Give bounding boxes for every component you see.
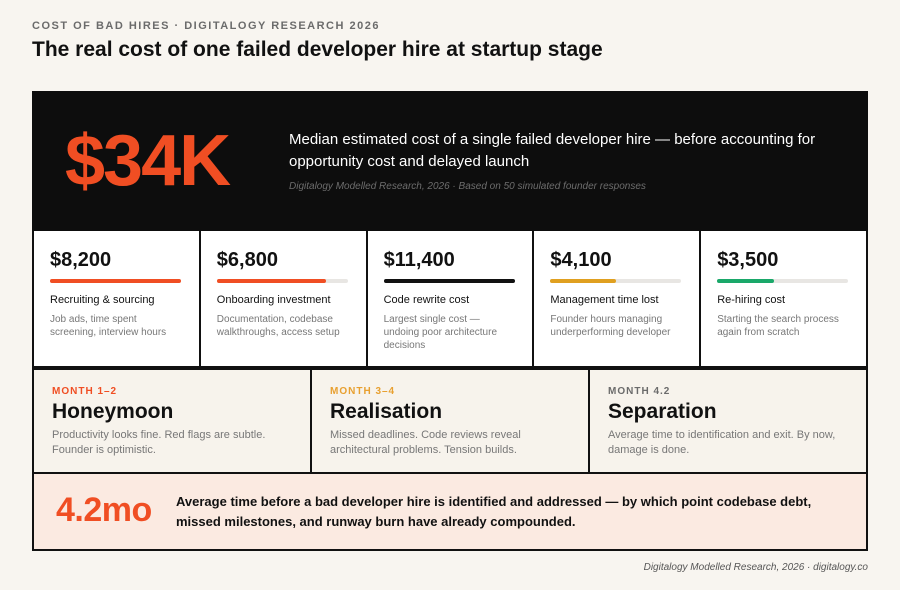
cost-label: Recruiting & sourcing — [50, 294, 155, 306]
cost-bar-fill — [717, 279, 774, 283]
phase-name: Realisation — [330, 400, 443, 423]
cost-description: Starting the search process again from s… — [717, 314, 839, 338]
phase-month: MONTH 3–4 — [330, 386, 396, 397]
timeline-phases: MONTH 1–2 Honeymoon Productivity looks f… — [32, 368, 868, 474]
cost-card-management: $4,100 Management time lost Founder hour… — [534, 231, 702, 366]
callout-text: Average time before a bad developer hire… — [176, 494, 812, 529]
cost-value: $8,200 — [50, 249, 112, 271]
cost-bar-track — [50, 279, 181, 283]
cost-label: Management time lost — [550, 294, 659, 306]
cost-bar-fill — [50, 279, 181, 283]
cost-description: Documentation, codebase walkthroughs, ac… — [216, 314, 340, 338]
phase-description: Average time to identification and exit.… — [608, 429, 836, 456]
cost-description: Founder hours managing underperforming d… — [550, 314, 671, 338]
page-title: The real cost of one failed developer hi… — [32, 38, 603, 61]
cost-card-onboarding: $6,800 Onboarding investment Documentati… — [201, 231, 368, 366]
cost-description: Job ads, time spent screening, interview… — [50, 314, 167, 338]
cost-value: $6,800 — [216, 249, 278, 271]
callout-value: 4.2mo — [56, 491, 152, 529]
cost-bar-fill — [216, 279, 326, 283]
cost-breakdown-row: $8,200 Recruiting & sourcing Job ads, ti… — [32, 231, 868, 368]
hero-description: Median estimated cost of a single failed… — [289, 131, 816, 170]
cost-bar-track — [717, 279, 849, 283]
cost-value: $3,500 — [717, 249, 779, 271]
cost-bar-fill — [550, 279, 616, 283]
cost-label: Onboarding investment — [216, 294, 331, 306]
phase-name: Separation — [608, 400, 717, 423]
phase-separation: MONTH 4.2 Separation Average time to ide… — [590, 370, 866, 472]
cost-bar-track — [550, 279, 682, 283]
phase-description: Productivity looks fine. Red flags are s… — [52, 429, 266, 456]
cost-bar-track — [383, 279, 515, 283]
phase-month: MONTH 4.2 — [608, 386, 671, 397]
cost-value: $4,100 — [550, 249, 612, 271]
phase-month: MONTH 1–2 — [52, 386, 118, 397]
cost-description: Largest single cost — undoing poor archi… — [383, 314, 498, 351]
cost-card-rehiring: $3,500 Re-hiring cost Starting the searc… — [701, 231, 866, 366]
eyebrow-label: COST OF BAD HIRES · DIGITALOGY RESEARCH … — [32, 20, 380, 32]
phase-honeymoon: MONTH 1–2 Honeymoon Productivity looks f… — [34, 370, 312, 472]
cost-card-rewrite: $11,400 Code rewrite cost Largest single… — [368, 231, 535, 366]
cost-label: Re-hiring cost — [717, 294, 786, 306]
hero-source-note: Digitalogy Modelled Research, 2026 · Bas… — [289, 181, 646, 192]
cost-bar-track — [216, 279, 348, 283]
cost-value: $11,400 — [383, 249, 455, 271]
hero-panel: $34K Median estimated cost of a single f… — [32, 91, 868, 231]
phase-realisation: MONTH 3–4 Realisation Missed deadlines. … — [312, 370, 590, 472]
footer-source: Digitalogy Modelled Research, 2026 · dig… — [643, 562, 868, 573]
cost-card-recruiting: $8,200 Recruiting & sourcing Job ads, ti… — [34, 231, 201, 366]
hero-value: $34K — [65, 121, 231, 201]
phase-description: Missed deadlines. Code reviews reveal ar… — [330, 429, 521, 456]
cost-bar-fill — [383, 279, 515, 283]
phase-name: Honeymoon — [52, 400, 174, 423]
cost-label: Code rewrite cost — [383, 294, 470, 306]
callout-panel: 4.2mo Average time before a bad develope… — [32, 474, 868, 551]
